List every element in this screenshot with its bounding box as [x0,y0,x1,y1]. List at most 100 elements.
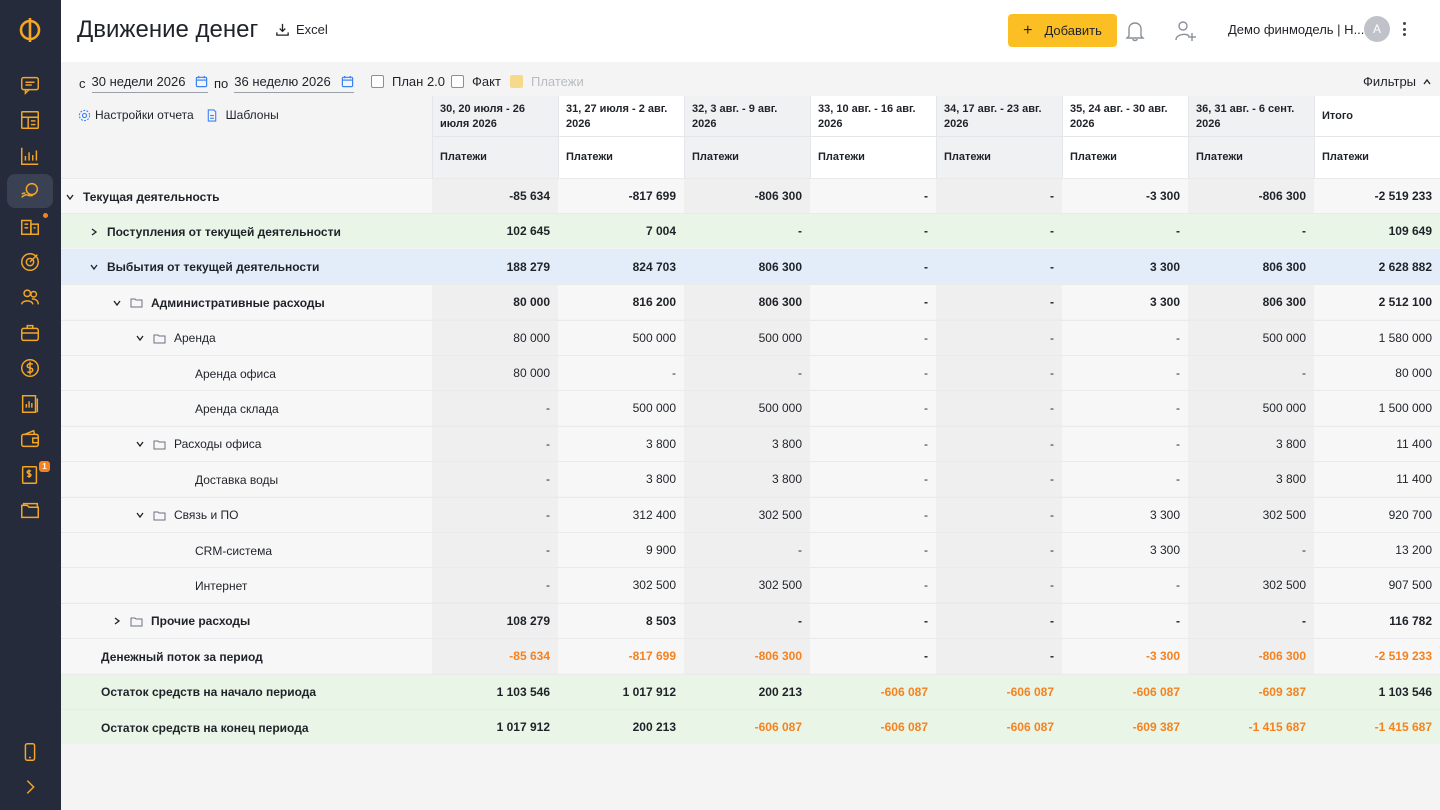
table-cell: 3 300 [1149,295,1180,310]
chevron-down-icon[interactable] [112,298,122,308]
invoice-icon[interactable] [18,463,42,487]
payments-checkbox: Платежи [510,74,584,89]
templates-button[interactable]: Шаблоны [206,108,279,122]
table-cell: 1 103 546 [1378,684,1432,699]
mobile-icon[interactable] [18,740,42,764]
table-row[interactable]: Текущая деятельность -85 634 -817 699 -806 … [61,178,1440,213]
column-period: 31, 27 июля - 2 авг. 2026 [566,103,668,130]
table-cell: 200 213 [632,720,676,734]
row-title: Интернет [195,578,248,593]
company-selector[interactable]: Демо финмодель | Н... [1228,22,1365,37]
more-menu-icon[interactable] [1400,20,1408,38]
column-subheader: Платежи [1196,151,1243,163]
chevron-right-icon[interactable] [89,227,99,237]
table-cell: -606 087 [754,720,802,734]
avatar[interactable]: A [1364,16,1390,42]
column-subheader: Платежи [440,151,487,163]
download-icon [276,23,289,36]
expand-sidebar-icon[interactable] [18,775,42,799]
fact-checkbox[interactable]: Факт [451,74,501,89]
table-row[interactable]: Выбытия от текущей деятельности 188 279 82… [61,248,1440,284]
add-button[interactable]: + Добавить [1008,14,1117,47]
chat-icon[interactable] [18,73,42,97]
table-cell: -1 415 687 [1374,720,1432,734]
table-row[interactable]: Административные расходы 80 000 816 200 806… [61,284,1440,320]
chart-icon[interactable] [18,144,42,168]
table-cell: -606 087 [880,720,928,734]
table-cell: - [936,639,1062,674]
row-title: Доставка воды [195,472,279,487]
plan-checkbox-box[interactable] [371,75,384,88]
bell-icon[interactable] [1125,20,1145,42]
dollar-icon[interactable] [18,356,42,380]
table-cell: - [936,356,1062,391]
report-tools: Настройки отчета Шаблоны [78,108,279,122]
row-label: Остаток средств на конец периода [101,710,309,745]
table-row[interactable]: Поступления от текущей деятельности 102 6… [61,213,1440,249]
table-row[interactable]: Расходы офиса -3 800 3 800- - -3 800 11 400 [61,425,1440,461]
table-row[interactable]: Остаток средств на начало периода 1 103 5… [61,673,1440,709]
date-to-field[interactable]: 36 неделю 2026 [234,74,354,93]
table-cell: - [924,366,928,380]
chevron-down-icon[interactable] [135,333,145,343]
report-icon[interactable] [18,392,42,416]
team-icon[interactable] [18,285,42,309]
table-cell: -806 300 [1188,639,1314,674]
folder-icon[interactable] [18,498,42,522]
dashboard-icon[interactable] [18,108,42,132]
table-row[interactable]: CRM-система -9 900- - -3 300-13 200 [61,532,1440,567]
table-row[interactable]: Аренда склада -500 000 500 000- - -500 000 1 … [61,390,1440,426]
table-cell: - [684,604,810,639]
column-subheader: Платежи [692,151,739,163]
table-row[interactable]: Денежный поток за период -85 634 -817 699-… [61,638,1440,674]
table-cell: - [936,391,1062,426]
table-cell: 11 400 [1396,436,1432,451]
report-settings-button[interactable]: Настройки отчета [78,108,194,122]
payments-checkbox-box [510,75,523,88]
table-cell: - [936,604,1062,639]
table-row[interactable]: Остаток средств на конец периода 1 017 91… [61,709,1440,744]
table-cell: 816 200 [632,295,676,310]
table-row[interactable]: Прочие расходы 108 279 8 503- - - - -116 782 [61,602,1440,639]
calendar-icon[interactable] [195,75,208,88]
chevron-right-icon[interactable] [112,616,122,626]
plan-checkbox[interactable]: План 2.0 [371,74,445,89]
add-user-icon[interactable] [1173,19,1197,43]
period-to: по 36 неделю 2026 [214,74,354,93]
header: Движение денег Excel + Добавить Демо фин… [61,0,1440,62]
table-cell: - [1176,401,1180,416]
table-cell: 109 649 [1388,224,1432,239]
table-row[interactable]: Аренда офиса 80 000- - - - - -80 000 [61,355,1440,390]
chevron-down-icon[interactable] [135,510,145,520]
wallet-icon[interactable] [18,427,42,451]
settings-icon [78,109,91,121]
app-logo-icon[interactable] [16,16,44,44]
filters-toggle[interactable]: Фильтры [1363,74,1432,89]
table-row[interactable]: Связь и ПО -312 400 302 500- -3 300 302 500 9… [61,496,1440,532]
add-label: Добавить [1044,23,1102,38]
row-title: Остаток средств на начало периода [101,685,317,700]
chevron-down-icon[interactable] [89,262,99,272]
table-row[interactable]: Интернет -302 500 302 500- - -302 500 907 500 [61,567,1440,603]
column-header: 32, 3 авг. - 9 авг. 2026 Платежи [684,96,810,178]
table-row[interactable]: Аренда 80 000 500 000 500 000- - -500 000 1 58… [61,319,1440,356]
row-label: Прочие расходы [112,604,250,639]
money-flow-icon[interactable] [18,179,42,203]
fact-checkbox-box[interactable] [451,75,464,88]
column-period: 35, 24 авг. - 30 авг. 2026 [1070,103,1168,130]
sidebar-active-highlight [7,174,53,208]
chevron-down-icon[interactable] [65,192,75,202]
invoice-badge: 1 [39,461,50,472]
table-cell: - [924,401,928,416]
table-cell: 500 000 [1188,321,1314,356]
table-cell: - [924,472,928,487]
date-from-field[interactable]: 30 недели 2026 [91,74,209,93]
target-icon[interactable] [18,250,42,274]
chevron-down-icon[interactable] [135,439,145,449]
calendar-icon[interactable] [341,75,354,88]
buildings-icon[interactable] [18,214,42,238]
table-row[interactable]: Доставка воды -3 800 3 800- - -3 800 11 400 [61,461,1440,497]
table-cell: 806 300 [1188,285,1314,320]
briefcase-icon[interactable] [18,321,42,345]
excel-export-button[interactable]: Excel [275,22,328,37]
